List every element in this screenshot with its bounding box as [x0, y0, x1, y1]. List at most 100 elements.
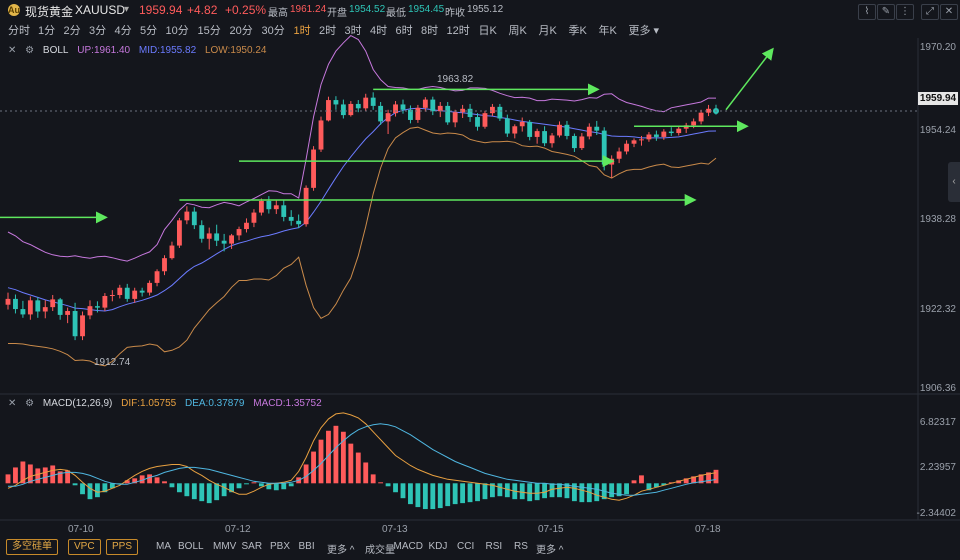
settings-macd-icon[interactable]: ⚙	[25, 398, 35, 409]
candle-body	[355, 103, 361, 109]
macd-bar	[221, 483, 227, 497]
period-tab[interactable]: 4分	[114, 25, 132, 37]
period-tab[interactable]: 年K	[598, 25, 617, 37]
macd-bar	[147, 474, 153, 484]
candle-body	[385, 113, 391, 122]
indicator-option[interactable]: MMV	[213, 541, 237, 552]
period-tab[interactable]: 4时	[370, 25, 388, 37]
period-tab[interactable]: 分时	[8, 25, 30, 37]
indicator-option[interactable]: CCI	[457, 541, 475, 552]
period-tab[interactable]: 月K	[538, 25, 557, 37]
collapse-pane-icon[interactable]: ✕	[8, 45, 17, 56]
candle-body	[557, 124, 562, 136]
candle-body	[564, 124, 570, 136]
period-tab[interactable]: 季K	[568, 25, 587, 37]
period-tab[interactable]: 15分	[197, 25, 221, 37]
macd-bar	[661, 483, 667, 486]
long-short-button[interactable]: 多空硅单	[6, 539, 58, 555]
pps-button[interactable]: PPS	[106, 539, 139, 555]
low-value: 1954.45	[408, 4, 445, 15]
candle-body	[132, 290, 138, 299]
indicator-option[interactable]: RS	[514, 541, 528, 552]
vpc-button[interactable]: VPC	[68, 539, 101, 555]
macd-bar	[266, 483, 272, 490]
candle-body	[430, 99, 436, 112]
symbol-dropdown-icon[interactable]: ▾	[124, 4, 130, 15]
high-label: 最高	[268, 8, 288, 19]
indicator-option[interactable]: 更多 ^	[536, 545, 564, 556]
indicator-option[interactable]: 成交量	[365, 545, 395, 556]
period-tab[interactable]: 6时	[395, 25, 413, 37]
period-tab[interactable]: 1时	[293, 25, 311, 37]
price-axis-label: 1906.36	[919, 383, 956, 394]
period-tab[interactable]: 30分	[261, 25, 285, 37]
symbol-name[interactable]: 现货黄金	[25, 5, 74, 19]
macd-bar	[162, 481, 167, 484]
collapse-macd-icon[interactable]: ✕	[8, 398, 17, 409]
period-tab[interactable]: 周K	[508, 25, 527, 37]
period-tab[interactable]: 5分	[140, 25, 158, 37]
indicator-option[interactable]: RSI	[485, 541, 503, 552]
candle-body	[266, 200, 272, 210]
indicator-option[interactable]: BBI	[298, 541, 315, 552]
macd-bar	[340, 431, 346, 484]
period-tab[interactable]: 8时	[421, 25, 439, 37]
last-price: 1959.94	[139, 3, 183, 17]
expand-icon[interactable]: ⤢	[921, 4, 939, 20]
macd-bar	[497, 483, 503, 497]
macd-bar	[244, 483, 249, 485]
candle-body	[169, 245, 175, 259]
more-tools-icon[interactable]: ⋮	[896, 4, 914, 20]
candle-body	[489, 106, 495, 114]
macd-bar	[422, 483, 428, 510]
boll-mid: MID:1955.82	[138, 45, 197, 56]
boll-lower-line	[8, 126, 717, 367]
candle-body	[579, 136, 585, 149]
draw-tool-icon[interactable]: ⌇	[858, 4, 876, 20]
period-tab[interactable]: 10分	[165, 25, 189, 37]
indicator-option[interactable]: BOLL	[178, 541, 204, 552]
collapse-side-panel-icon[interactable]: ‹	[948, 162, 960, 202]
edit-tool-icon[interactable]: ✎	[877, 4, 895, 20]
candle-body	[408, 109, 413, 120]
period-tab[interactable]: 更多 ▾	[628, 25, 660, 37]
period-tab[interactable]: 20分	[229, 25, 253, 37]
period-tab[interactable]: 1分	[38, 25, 56, 37]
indicator-option[interactable]: 更多 ^	[327, 545, 355, 556]
breakout-arrow	[725, 47, 774, 111]
indicator-option[interactable]: MACD	[393, 541, 423, 552]
macd-bar	[288, 483, 294, 487]
period-tab[interactable]: 3时	[344, 25, 362, 37]
macd-bar	[676, 480, 682, 484]
indicator-option[interactable]: PBX	[270, 541, 291, 552]
settings-pane-icon[interactable]: ⚙	[25, 45, 35, 56]
macd-bar	[378, 482, 384, 484]
boll-legend: ✕ ⚙ BOLL UP:1961.40 MID:1955.82 LOW:1950…	[8, 45, 266, 56]
macd-bar	[437, 483, 443, 509]
macd-bar	[80, 483, 85, 495]
indicator-option[interactable]: SAR	[241, 541, 263, 552]
macd-bar	[363, 462, 369, 484]
period-tab[interactable]: 2时	[319, 25, 337, 37]
candle-body	[303, 187, 309, 225]
macd-bar	[549, 483, 555, 498]
candle-body	[191, 211, 197, 226]
close-chart-icon[interactable]: ✕	[940, 4, 958, 20]
date-label: 07-13	[382, 524, 408, 535]
indicator-option[interactable]: MA	[156, 541, 171, 552]
indicator-option[interactable]: KDJ	[428, 541, 448, 552]
high-annotation: 1963.82	[437, 74, 474, 85]
period-tab[interactable]: 2分	[63, 25, 81, 37]
macd-bar	[57, 471, 63, 484]
period-tab[interactable]: 12时	[446, 25, 470, 37]
date-label: 07-10	[68, 524, 94, 535]
candle-body	[50, 299, 56, 308]
boll-name: BOLL	[42, 45, 69, 56]
candle-body	[117, 287, 123, 296]
symbol-code[interactable]: XAUUSD	[75, 3, 126, 17]
period-tab[interactable]: 3分	[89, 25, 107, 37]
macd-bar	[400, 483, 406, 499]
macd-bar	[557, 483, 562, 498]
period-tab[interactable]: 日K	[478, 25, 497, 37]
